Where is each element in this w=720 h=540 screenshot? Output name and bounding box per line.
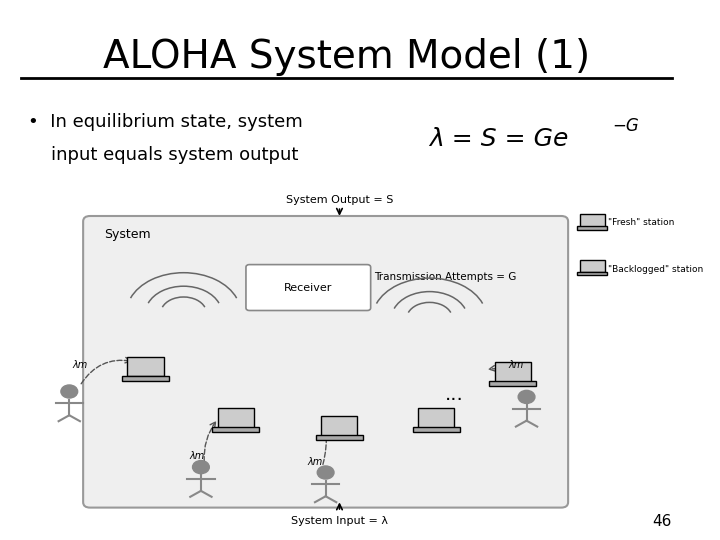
FancyBboxPatch shape xyxy=(83,216,568,508)
FancyBboxPatch shape xyxy=(246,265,371,310)
FancyBboxPatch shape xyxy=(418,408,454,428)
Text: System Input = λ: System Input = λ xyxy=(291,516,388,526)
FancyBboxPatch shape xyxy=(413,427,460,432)
Text: 46: 46 xyxy=(652,514,672,529)
Text: "Backlogged" station: "Backlogged" station xyxy=(608,266,703,274)
FancyBboxPatch shape xyxy=(217,408,253,428)
FancyBboxPatch shape xyxy=(577,272,608,275)
Text: Transmission Attempts = G: Transmission Attempts = G xyxy=(374,272,516,282)
Text: System: System xyxy=(104,228,150,241)
Text: −G: −G xyxy=(612,117,639,135)
FancyBboxPatch shape xyxy=(212,427,259,432)
FancyBboxPatch shape xyxy=(580,260,605,273)
FancyBboxPatch shape xyxy=(495,362,531,382)
Circle shape xyxy=(318,466,334,479)
FancyBboxPatch shape xyxy=(490,381,536,386)
Text: λm: λm xyxy=(307,457,323,467)
FancyBboxPatch shape xyxy=(122,376,169,381)
Text: λm: λm xyxy=(190,451,205,461)
Text: •  In equilibrium state, system: • In equilibrium state, system xyxy=(27,113,302,131)
Text: λm: λm xyxy=(72,360,87,369)
Text: input equals system output: input equals system output xyxy=(27,146,298,164)
Text: λ = S = Ge: λ = S = Ge xyxy=(430,127,569,151)
Circle shape xyxy=(61,385,78,398)
FancyBboxPatch shape xyxy=(580,214,605,227)
Circle shape xyxy=(192,461,210,474)
Circle shape xyxy=(518,390,535,403)
FancyBboxPatch shape xyxy=(321,416,358,436)
Text: "Fresh" station: "Fresh" station xyxy=(608,218,675,227)
Text: Receiver: Receiver xyxy=(284,282,333,293)
Text: λm: λm xyxy=(508,360,523,369)
Text: ...: ... xyxy=(444,384,463,404)
FancyBboxPatch shape xyxy=(577,226,608,230)
FancyBboxPatch shape xyxy=(127,357,163,376)
Text: System Output = S: System Output = S xyxy=(286,195,393,205)
Text: ALOHA System Model (1): ALOHA System Model (1) xyxy=(103,38,590,76)
FancyBboxPatch shape xyxy=(316,435,363,440)
